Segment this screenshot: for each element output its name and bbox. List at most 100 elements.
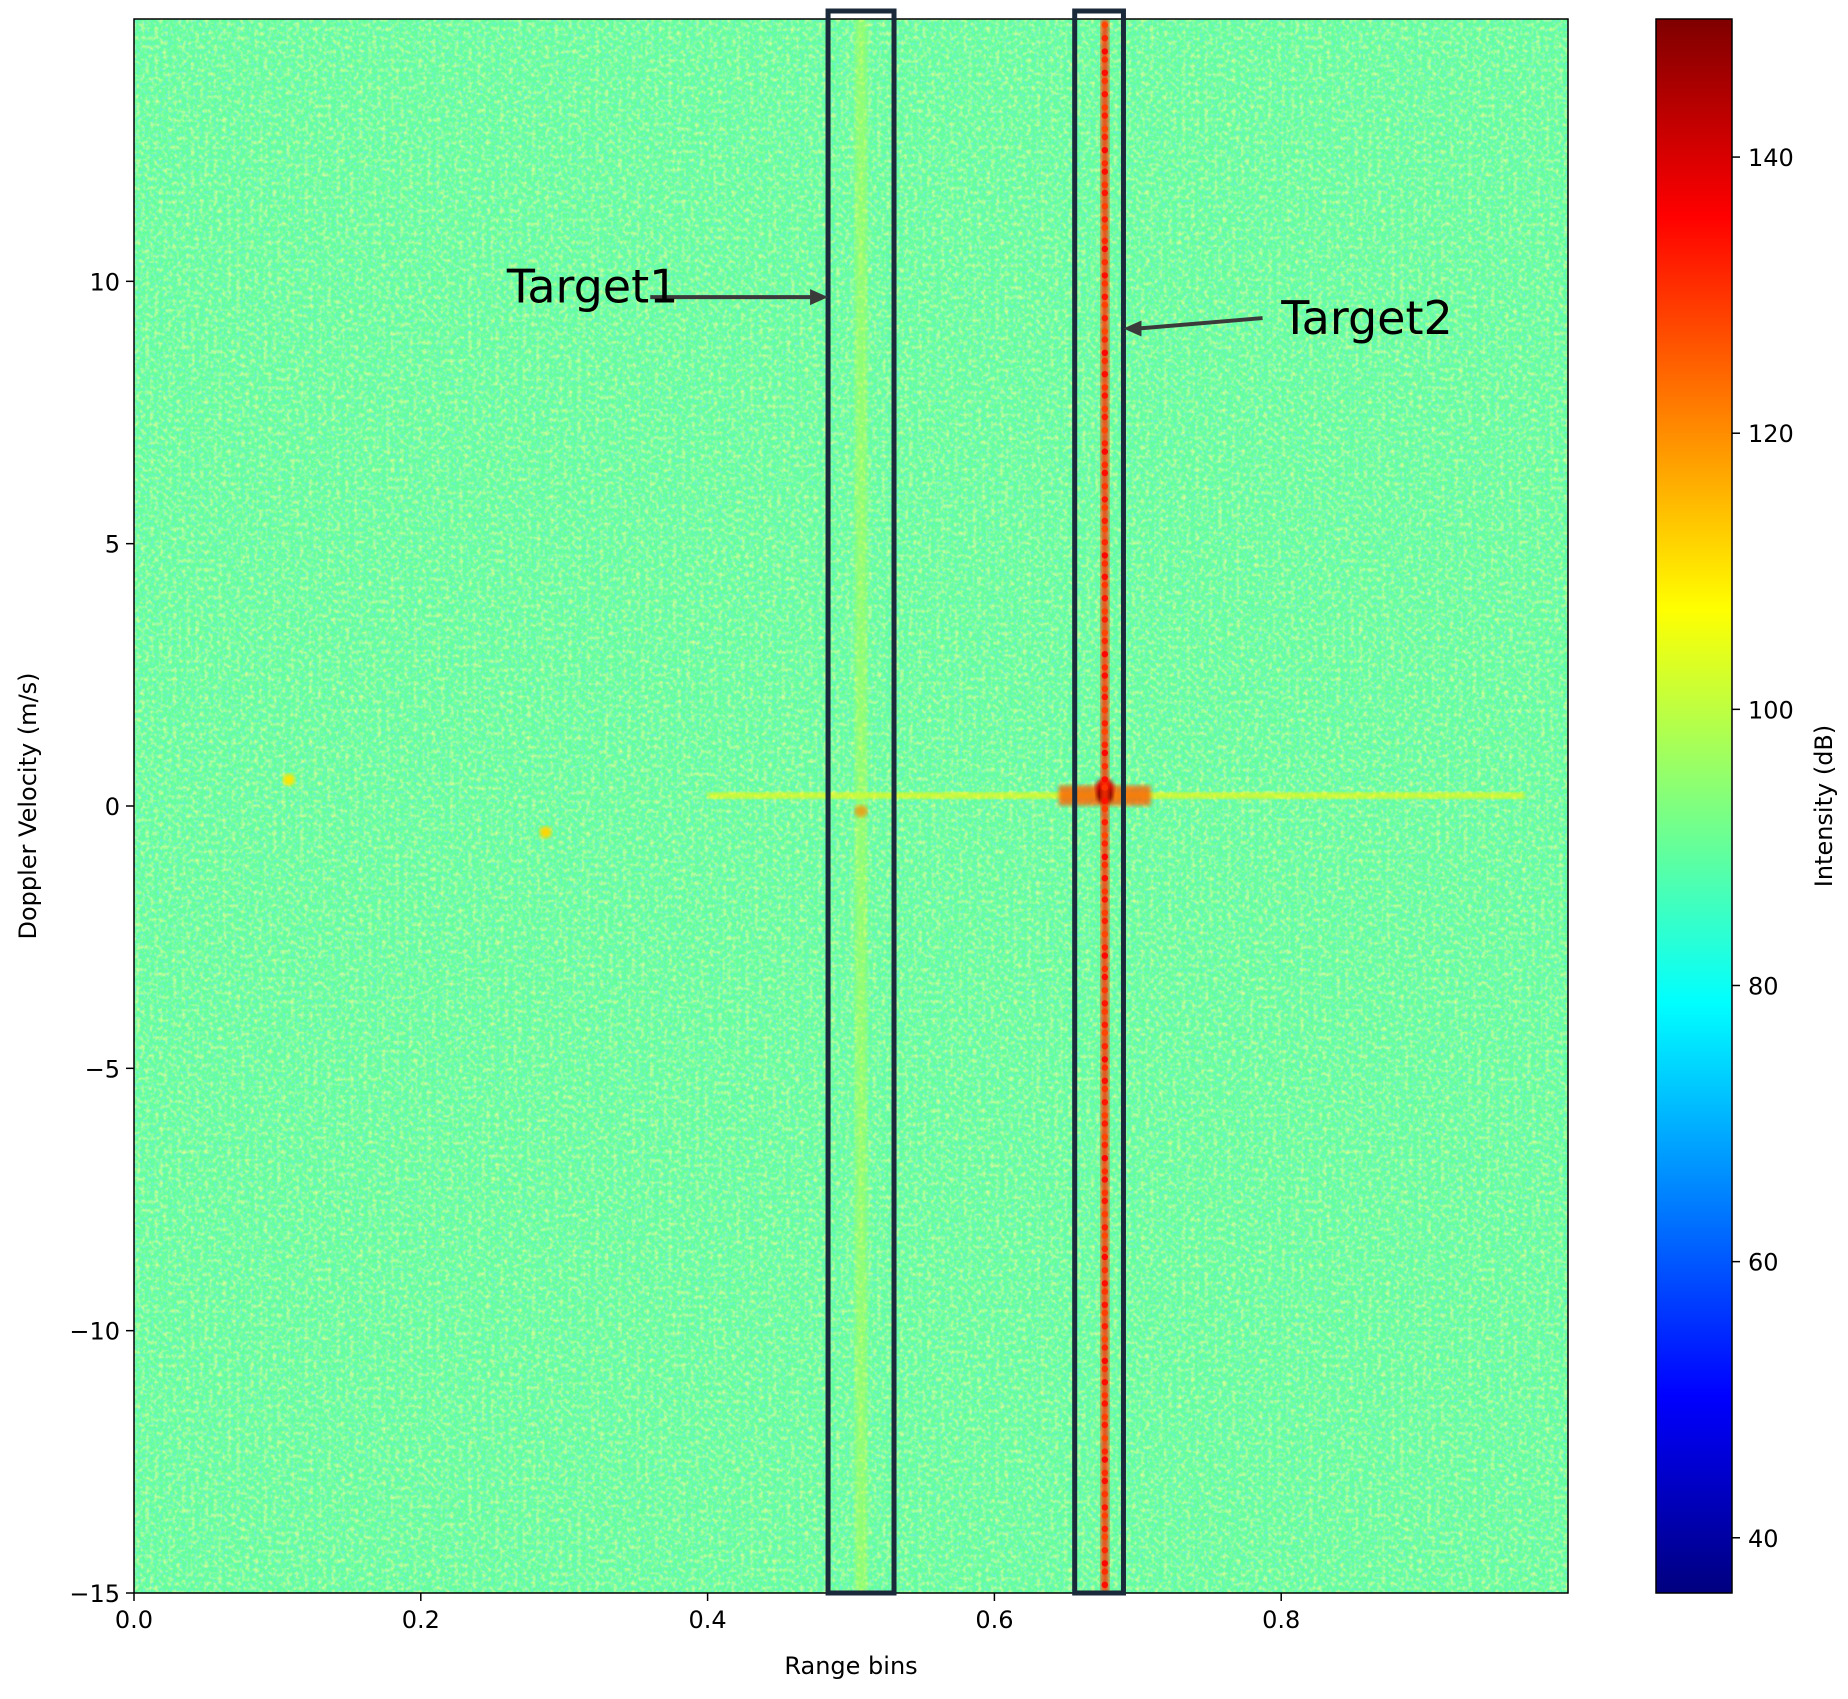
stripe-dot <box>1101 181 1109 188</box>
stripe-dot <box>1101 888 1109 895</box>
stripe-dot <box>1101 973 1109 981</box>
stripe-dot <box>1101 259 1109 266</box>
stripe-dot <box>1101 1477 1109 1485</box>
stripe-dot <box>1101 805 1109 813</box>
stripe-dot <box>1101 168 1109 175</box>
stripe-dot <box>1101 1197 1109 1205</box>
stripe-dot <box>1101 216 1109 223</box>
stripe-dot <box>1101 1379 1109 1386</box>
stripe-dot <box>1101 1525 1109 1533</box>
stripe-dot <box>1101 496 1109 503</box>
stripe-dot <box>1101 293 1109 300</box>
stripe-dot <box>1101 1560 1109 1567</box>
x-tick-label: 0.4 <box>689 1606 727 1634</box>
stripe-dot <box>1101 245 1109 253</box>
colorbar-tick-label: 100 <box>1748 696 1794 724</box>
stripe-dot <box>1101 1112 1109 1119</box>
stripe-dot <box>1101 405 1109 412</box>
stripe-dot <box>1101 77 1109 85</box>
stripe-dot <box>1101 651 1109 658</box>
stripe-dot <box>1101 573 1109 580</box>
stripe-dot <box>1101 693 1109 701</box>
stripe-dot <box>1101 1133 1109 1141</box>
stripe-dot <box>1101 48 1109 55</box>
stripe-dot <box>1101 384 1109 391</box>
stripe-dot <box>1101 517 1109 524</box>
stripe-dot <box>1101 483 1109 490</box>
stripe-dot <box>1101 413 1109 421</box>
stripe-dot <box>1101 328 1109 335</box>
stripe-dot <box>1101 189 1109 197</box>
stripe-dot <box>1101 728 1109 735</box>
y-tick-label: 10 <box>89 268 120 296</box>
stripe-dot <box>1101 707 1109 714</box>
stripe-dot <box>1101 461 1109 468</box>
stripe-dot <box>1101 69 1109 77</box>
stripe-dot <box>1101 853 1109 860</box>
stripe-dot <box>1101 1008 1109 1015</box>
stripe-dot <box>1101 749 1109 757</box>
stripe-dot <box>1101 1568 1109 1575</box>
stripe-dot <box>1101 581 1109 589</box>
stripe-dot <box>1101 965 1109 972</box>
colorbar-tick-label: 60 <box>1748 1249 1779 1277</box>
stripe-dot <box>1101 125 1109 132</box>
stripe-dot <box>1101 21 1109 29</box>
stripe-dot <box>1101 440 1109 447</box>
stripe-dot <box>1101 1077 1109 1085</box>
y-tick-label: −10 <box>69 1318 120 1346</box>
stripe-dot <box>1101 1469 1109 1477</box>
stripe-dot <box>1101 1280 1109 1287</box>
stripe-dot <box>1101 776 1109 783</box>
stripe-dot <box>1101 1056 1109 1063</box>
target-stripe-6 <box>855 19 868 1593</box>
stripe-dot <box>1101 560 1109 567</box>
target-arrow-line-2 <box>1137 316 1263 331</box>
stripe-dot <box>1101 1392 1109 1399</box>
target-box-2 <box>1072 8 1126 1596</box>
stripe-dot <box>1101 1533 1109 1541</box>
stripe-dot <box>1101 272 1109 279</box>
stripe-dot <box>1101 1245 1109 1253</box>
stripe-dot <box>1101 664 1109 671</box>
stripe-dot <box>1101 608 1109 615</box>
heatmap-plot-area <box>134 19 1568 1593</box>
stripe-dot <box>1101 301 1109 309</box>
stripe-dot <box>1101 720 1109 727</box>
stripe-dot <box>1101 763 1109 770</box>
stripe-dot <box>1101 1021 1109 1028</box>
stripe-dot <box>1101 917 1109 925</box>
x-axis-label: Range bins <box>784 1652 917 1680</box>
stripe-dot <box>1101 1512 1109 1519</box>
x-tick-label: 0.0 <box>115 1606 153 1634</box>
stripe-dot <box>1101 784 1109 791</box>
stripe-dot <box>1101 392 1109 399</box>
stripe-dot <box>1101 91 1109 98</box>
colorbar-tick-label: 80 <box>1748 972 1779 1000</box>
peak-4 <box>282 773 295 786</box>
stripe-dot <box>1101 349 1109 356</box>
colorbar-label: Intensity (dB) <box>1810 725 1838 888</box>
stripe-dot <box>1101 1029 1109 1037</box>
stripe-dot <box>1101 629 1109 636</box>
x-tick-label: 0.2 <box>402 1606 440 1634</box>
stripe-dot <box>1101 1120 1109 1127</box>
stripe-dot <box>1101 133 1109 141</box>
y-axis-label: Doppler Velocity (m/s) <box>14 672 42 939</box>
y-tick-label: −15 <box>69 1580 120 1608</box>
stripe-dot <box>1101 237 1109 244</box>
target-box-1 <box>825 8 897 1596</box>
stripe-dot <box>1101 104 1109 111</box>
stripe-dot <box>1101 1141 1109 1149</box>
stripe-dot <box>1101 280 1109 287</box>
stripe-dot <box>1101 147 1109 154</box>
stripe-dot <box>1101 552 1109 559</box>
stripe-dot <box>1101 1413 1109 1421</box>
target-arrow-head-2 <box>1123 320 1142 337</box>
stripe-dot <box>1101 1336 1109 1343</box>
stripe-dot <box>1101 685 1109 692</box>
y-tick-label: −5 <box>85 1055 120 1083</box>
stripe-dot <box>1101 56 1109 63</box>
heatmap-noise-high <box>134 19 1568 1593</box>
